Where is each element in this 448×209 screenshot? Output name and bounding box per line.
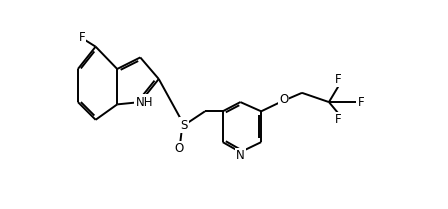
- Text: F: F: [335, 73, 341, 86]
- Text: F: F: [335, 113, 341, 126]
- Text: O: O: [279, 93, 288, 106]
- Text: S: S: [181, 119, 188, 132]
- Text: NH: NH: [135, 96, 153, 109]
- Text: O: O: [174, 142, 183, 155]
- Text: N: N: [236, 149, 245, 162]
- Text: F: F: [78, 31, 85, 44]
- Text: F: F: [358, 96, 365, 109]
